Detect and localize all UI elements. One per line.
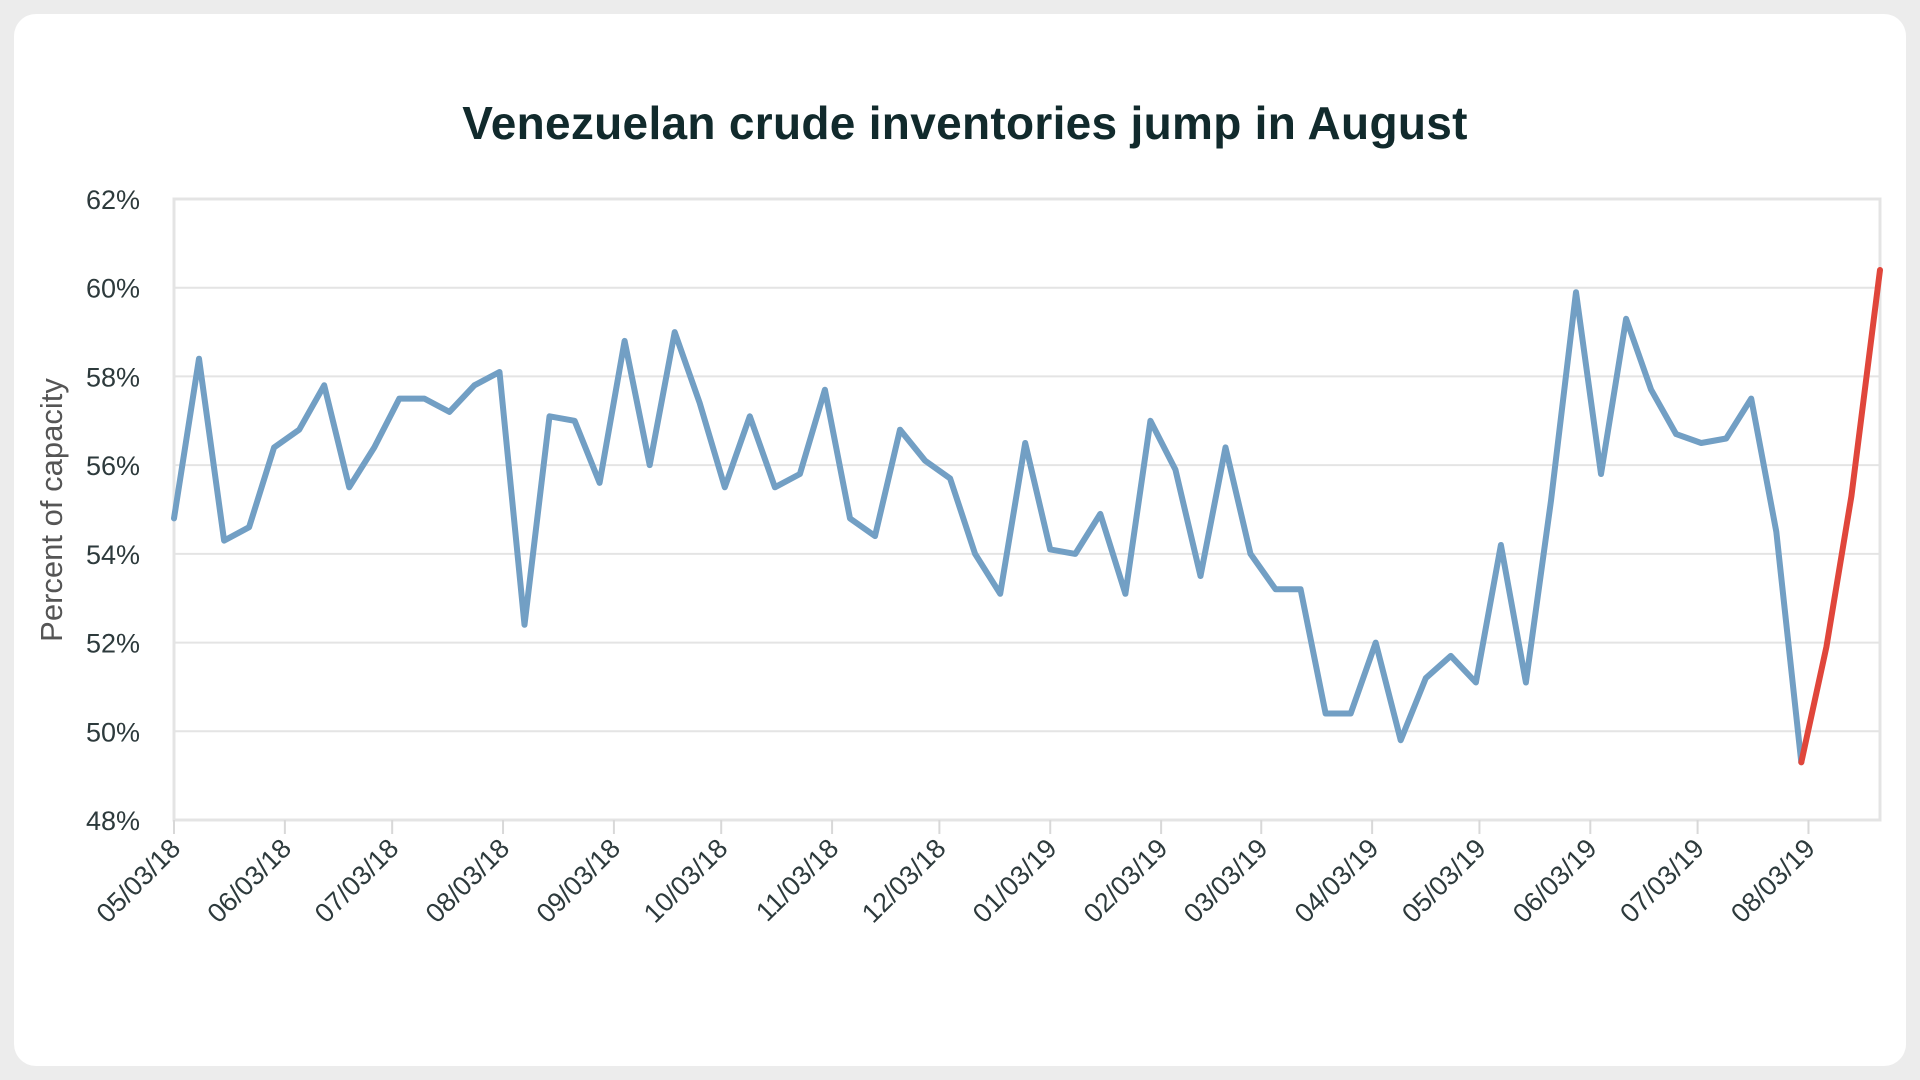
- x-tick-label: 10/03/18: [638, 833, 734, 929]
- x-tick-label: 07/03/18: [309, 833, 405, 929]
- chart-title: Venezuelan crude inventories jump in Aug…: [462, 97, 1468, 149]
- y-tick-label: 48%: [86, 806, 140, 836]
- plot-area-frame: [172, 197, 1882, 822]
- y-tick-label: 58%: [86, 362, 140, 392]
- x-tick-label: 07/03/19: [1614, 833, 1710, 929]
- chart-card: [14, 14, 1906, 1066]
- x-tick-label: 05/03/19: [1396, 833, 1492, 929]
- y-axis-label: Percent of capacity: [34, 378, 69, 642]
- series-line-historical: [171, 289, 1805, 766]
- x-tick-label: 05/03/18: [91, 833, 187, 929]
- y-tick-label: 54%: [86, 540, 140, 570]
- x-tick-label: 04/03/19: [1289, 833, 1385, 929]
- x-tick-label: 01/03/19: [967, 833, 1063, 929]
- y-tick-label: 60%: [86, 274, 140, 304]
- x-tick-label: 06/03/19: [1507, 833, 1603, 929]
- x-tick-label: 02/03/19: [1078, 833, 1174, 929]
- y-tick-label: 62%: [86, 185, 140, 215]
- x-tick-label: 12/03/18: [856, 833, 952, 929]
- x-tick-label: 09/03/18: [531, 833, 627, 929]
- x-tick-label: 11/03/18: [750, 833, 844, 927]
- y-tick-label: 50%: [86, 717, 140, 747]
- y-tick-label: 56%: [86, 451, 140, 481]
- series-line-august: [1798, 267, 1883, 766]
- x-tick-label: 08/03/18: [420, 833, 516, 929]
- y-tick-label: 52%: [86, 629, 140, 659]
- x-tick-label: 03/03/19: [1178, 833, 1274, 929]
- x-tick-label: 08/03/19: [1725, 833, 1821, 929]
- x-tick-label: 06/03/18: [202, 833, 298, 929]
